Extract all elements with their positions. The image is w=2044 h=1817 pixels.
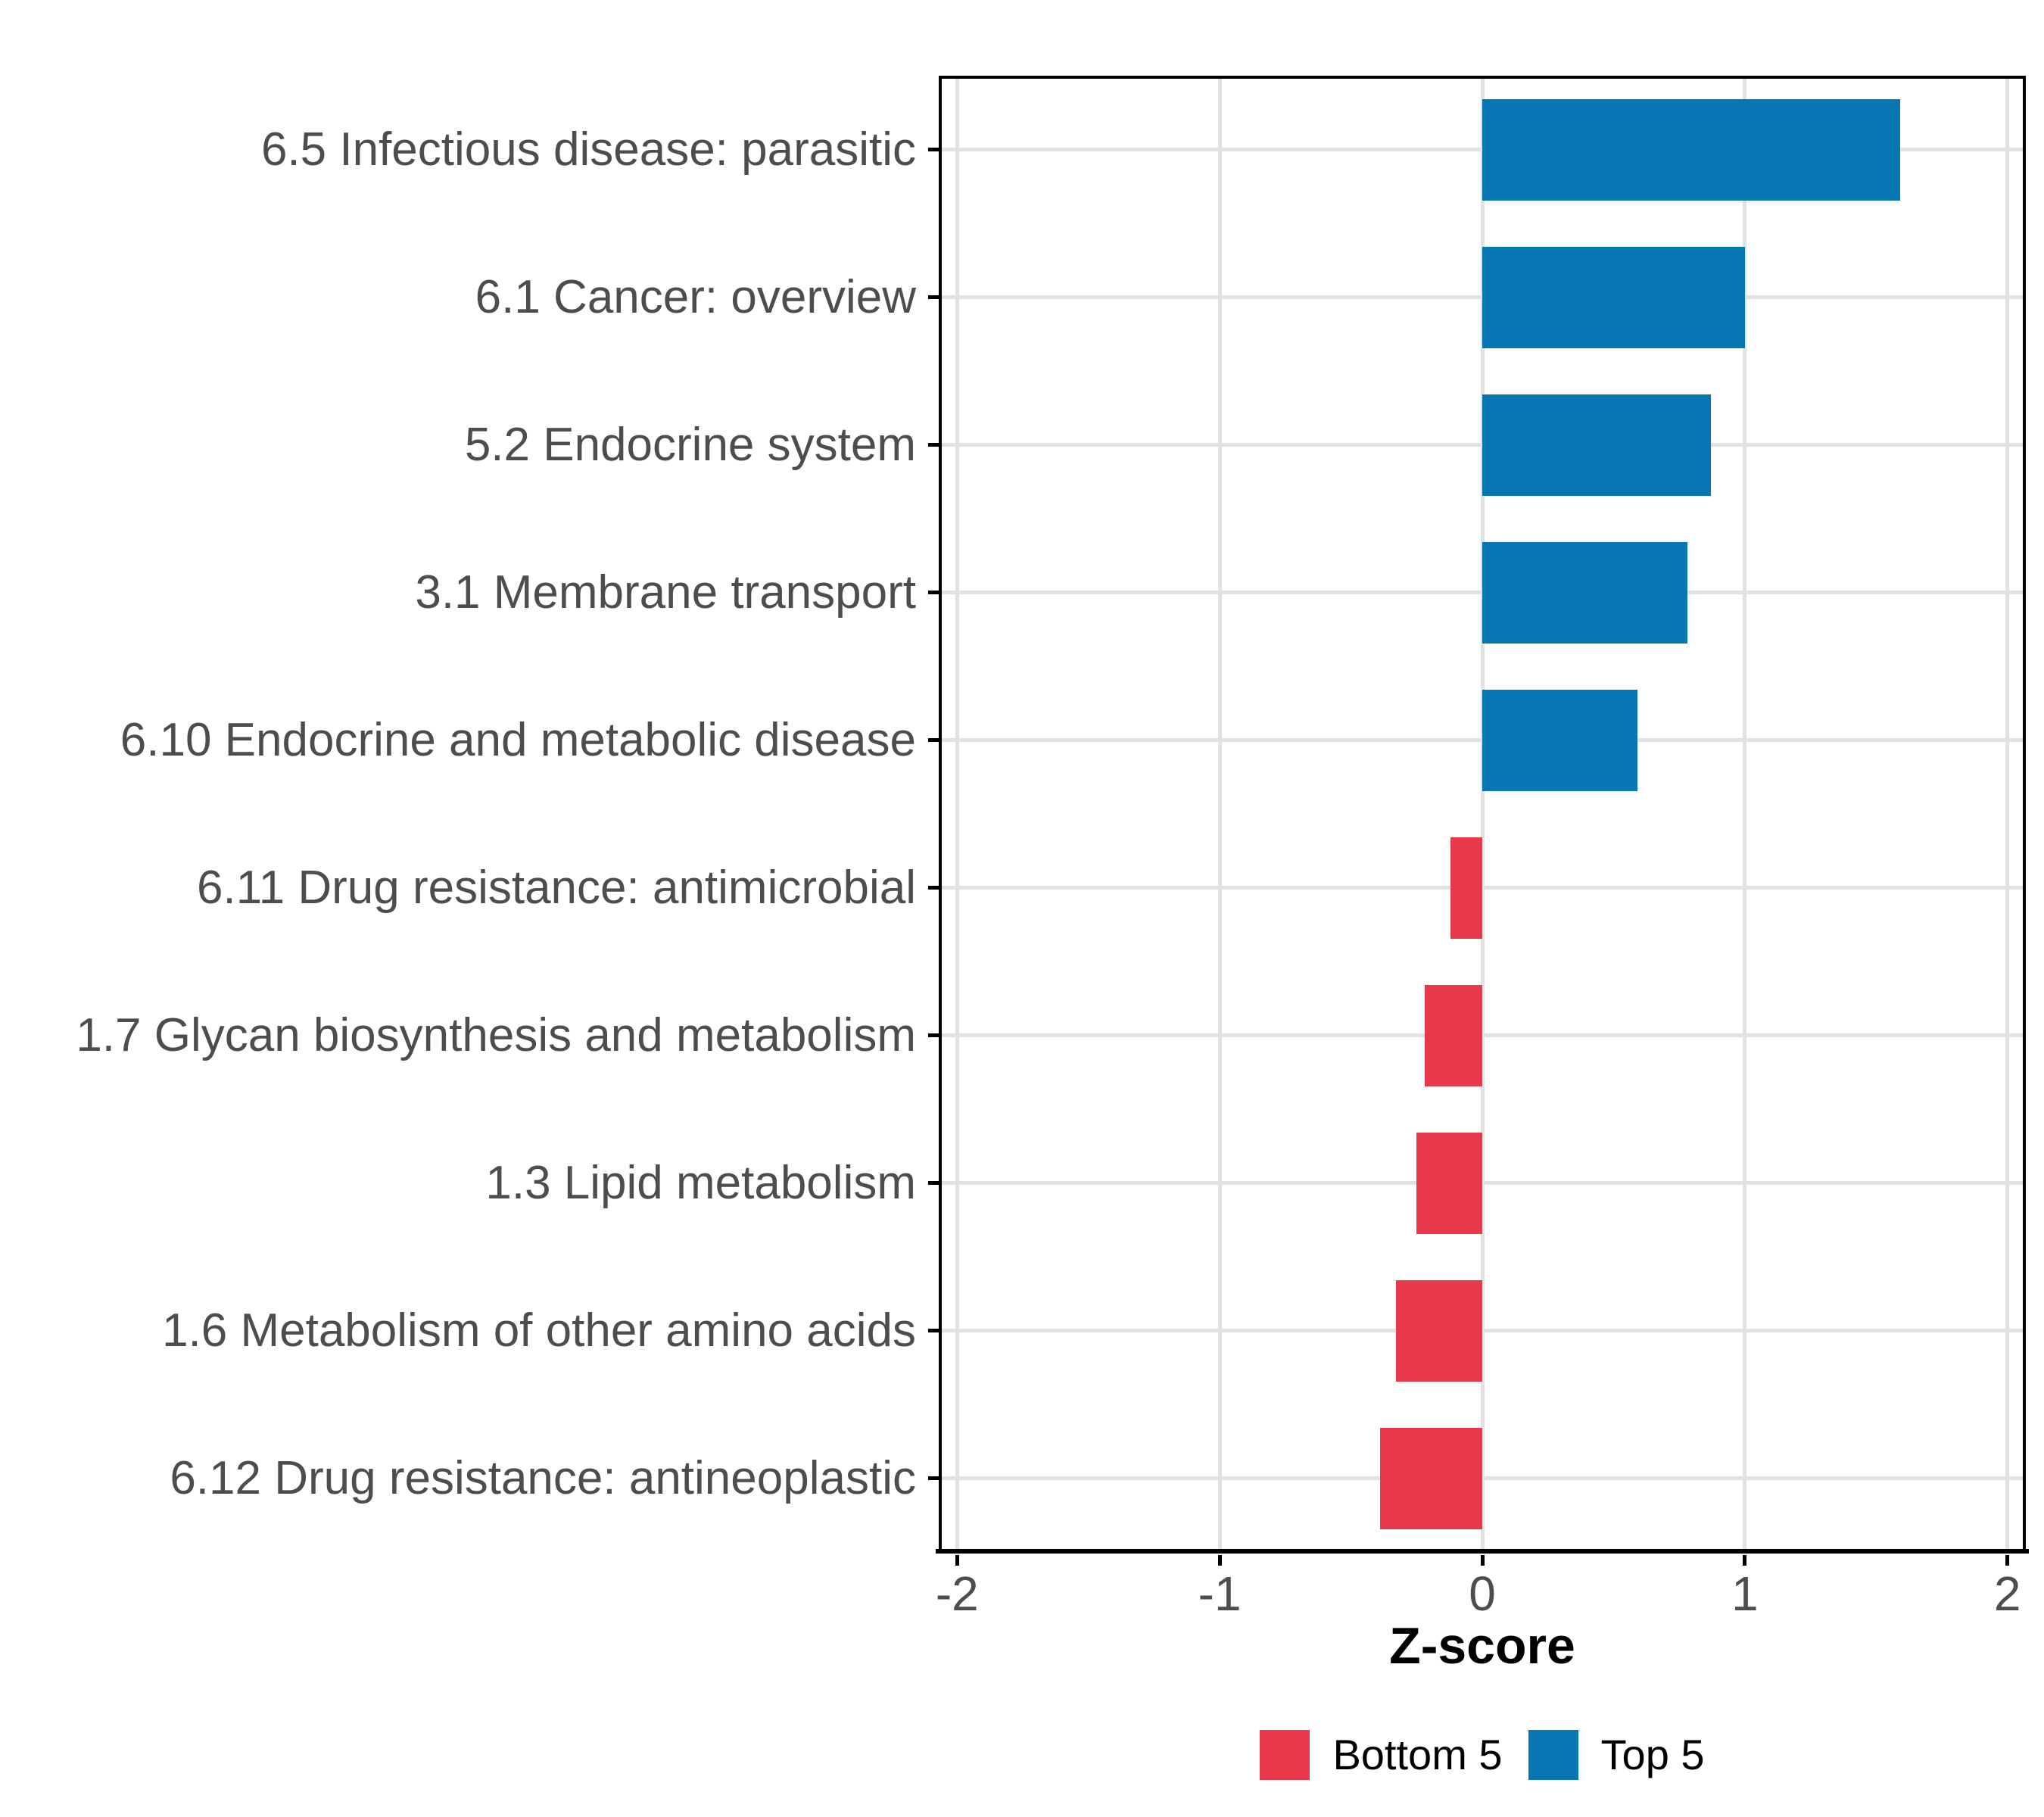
legend-swatch-bottom5 bbox=[1260, 1730, 1310, 1780]
y-axis-label: 1.3 Lipid metabolism bbox=[485, 1156, 916, 1209]
x-axis-tick bbox=[2005, 1555, 2010, 1566]
y-axis-label: 3.1 Membrane transport bbox=[415, 566, 916, 619]
bar bbox=[1482, 541, 1687, 644]
y-axis-label: 6.5 Infectious disease: parasitic bbox=[260, 123, 916, 176]
x-axis-tick-label: 1 bbox=[1731, 1566, 1759, 1621]
y-axis-label: 6.12 Drug resistance: antineoplastic bbox=[170, 1451, 916, 1504]
bar bbox=[1482, 394, 1711, 496]
gridline-x bbox=[2005, 76, 2010, 1552]
legend-swatch-top5 bbox=[1528, 1730, 1578, 1780]
plot-panel bbox=[939, 76, 2026, 1552]
x-axis-tick-label: -1 bbox=[1198, 1566, 1242, 1621]
bar bbox=[1482, 246, 1745, 348]
legend-label-top5: Top 5 bbox=[1600, 1731, 1705, 1778]
y-axis-tick bbox=[928, 886, 939, 890]
x-axis-tick bbox=[955, 1555, 959, 1566]
y-axis-tick bbox=[928, 148, 939, 151]
y-axis-label: 1.6 Metabolism of other amino acids bbox=[162, 1304, 916, 1357]
x-axis-line bbox=[936, 1549, 2029, 1554]
y-axis-label: 6.10 Endocrine and metabolic disease bbox=[120, 713, 916, 766]
y-axis-tick bbox=[928, 1476, 939, 1480]
x-axis-tick-label: 2 bbox=[1993, 1566, 2021, 1621]
x-axis-title: Z-score bbox=[1389, 1617, 1575, 1675]
legend-item-top5: Top 5 bbox=[1528, 1730, 1705, 1780]
x-axis-tick bbox=[1743, 1555, 1747, 1566]
legend-label-bottom5: Bottom 5 bbox=[1332, 1731, 1503, 1778]
bar bbox=[1424, 984, 1482, 1086]
gridline-x bbox=[1480, 76, 1485, 1552]
y-axis-tick bbox=[928, 1329, 939, 1332]
bar bbox=[1416, 1132, 1482, 1234]
bar bbox=[1482, 98, 1900, 201]
x-axis-tick bbox=[1480, 1555, 1485, 1566]
y-axis-label: 5.2 Endocrine system bbox=[464, 418, 916, 471]
bar bbox=[1482, 689, 1637, 791]
y-axis-tick bbox=[928, 1033, 939, 1037]
y-axis-tick bbox=[928, 443, 939, 447]
legend: Bottom 5 Top 5 bbox=[939, 1729, 2026, 1781]
x-axis-tick-label: 0 bbox=[1469, 1566, 1496, 1621]
y-axis-tick bbox=[928, 1181, 939, 1185]
bar bbox=[1379, 1427, 1482, 1529]
x-axis-tick bbox=[1217, 1555, 1222, 1566]
y-axis-tick bbox=[928, 295, 939, 299]
y-axis-label: 1.7 Glycan biosynthesis and metabolism bbox=[76, 1008, 916, 1061]
gridline-x bbox=[1217, 76, 1222, 1552]
y-axis-label: 6.11 Drug resistance: antimicrobial bbox=[197, 861, 916, 914]
y-axis-tick bbox=[928, 738, 939, 742]
gridline-x bbox=[955, 76, 959, 1552]
y-axis-tick bbox=[928, 591, 939, 594]
bar bbox=[1395, 1279, 1482, 1382]
bar bbox=[1450, 837, 1482, 939]
x-axis-tick-label: -2 bbox=[935, 1566, 979, 1621]
legend-item-bottom5: Bottom 5 bbox=[1260, 1730, 1503, 1780]
y-axis-label: 6.1 Cancer: overview bbox=[475, 270, 916, 323]
gridline-x bbox=[1743, 76, 1747, 1552]
